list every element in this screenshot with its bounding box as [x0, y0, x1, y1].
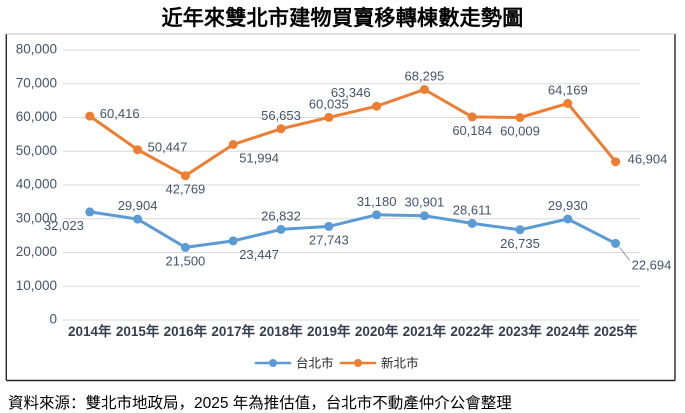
svg-text:2016年: 2016年	[164, 323, 208, 339]
svg-text:27,743: 27,743	[309, 232, 349, 247]
svg-text:2017年: 2017年	[211, 323, 255, 339]
svg-text:51,994: 51,994	[239, 151, 279, 166]
svg-text:2015年: 2015年	[116, 323, 160, 339]
svg-text:2024年: 2024年	[546, 323, 590, 339]
svg-text:2019年: 2019年	[307, 323, 351, 339]
svg-text:60,416: 60,416	[100, 106, 140, 121]
svg-text:2020年: 2020年	[355, 323, 399, 339]
svg-text:64,169: 64,169	[548, 82, 588, 97]
svg-text:2018年: 2018年	[259, 323, 303, 339]
svg-text:26,735: 26,735	[500, 236, 540, 251]
svg-text:42,769: 42,769	[166, 182, 206, 197]
svg-text:0: 0	[49, 312, 57, 327]
svg-text:46,904: 46,904	[628, 152, 668, 167]
svg-text:台北市: 台北市	[296, 355, 334, 370]
svg-text:60,184: 60,184	[452, 123, 492, 138]
svg-text:新北市: 新北市	[381, 355, 419, 370]
svg-text:50,447: 50,447	[148, 140, 188, 155]
svg-text:22,694: 22,694	[632, 257, 672, 272]
svg-text:2014年: 2014年	[68, 323, 112, 339]
svg-text:26,832: 26,832	[261, 208, 301, 223]
svg-text:21,500: 21,500	[166, 253, 206, 268]
svg-text:20,000: 20,000	[16, 244, 57, 259]
svg-text:50,000: 50,000	[16, 143, 57, 158]
svg-text:2025年: 2025年	[594, 323, 638, 339]
svg-text:29,904: 29,904	[118, 198, 158, 213]
svg-text:2022年: 2022年	[450, 323, 494, 339]
svg-text:32,023: 32,023	[44, 218, 84, 233]
svg-text:40,000: 40,000	[16, 177, 57, 192]
svg-text:68,295: 68,295	[405, 69, 445, 84]
svg-text:2023年: 2023年	[498, 323, 542, 339]
svg-text:23,447: 23,447	[239, 247, 279, 262]
svg-text:70,000: 70,000	[16, 75, 57, 90]
svg-text:56,653: 56,653	[261, 108, 301, 123]
svg-text:10,000: 10,000	[16, 278, 57, 293]
svg-text:60,009: 60,009	[500, 124, 540, 139]
svg-text:80,000: 80,000	[16, 42, 57, 57]
svg-text:63,346: 63,346	[331, 85, 371, 100]
svg-text:29,930: 29,930	[548, 198, 588, 213]
svg-text:31,180: 31,180	[357, 194, 397, 209]
svg-text:30,901: 30,901	[405, 195, 445, 210]
svg-text:60,000: 60,000	[16, 109, 57, 124]
svg-text:2021年: 2021年	[403, 323, 447, 339]
svg-text:28,611: 28,611	[453, 202, 492, 217]
